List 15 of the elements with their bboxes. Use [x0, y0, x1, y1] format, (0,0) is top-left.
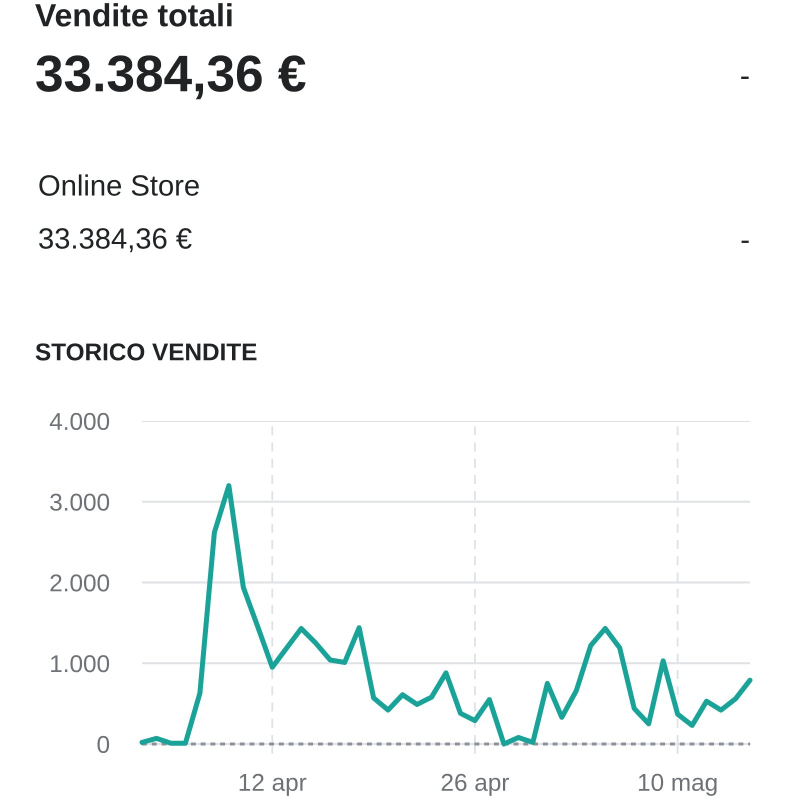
x-tick-label: 26 apr: [442, 774, 510, 796]
x-tick-label: 12 apr: [240, 774, 306, 796]
y-tick-label: 2.000: [50, 574, 110, 592]
y-tick-label: 4.000: [50, 412, 110, 430]
text: 33.384,36 €: [36, 55, 306, 100]
x-tick-label: 10 mag: [638, 774, 717, 796]
text: 33.384,36 €: [39, 228, 192, 252]
text: Online Store: [39, 174, 199, 196]
text: Vendite totali: [35, 3, 232, 27]
y-tick-label: 3.000: [50, 494, 110, 511]
y-tick-label: 1.000: [51, 655, 110, 672]
text: -: [741, 76, 749, 79]
chart-title: STORICO VENDITE: [36, 343, 256, 361]
text: -: [742, 240, 749, 243]
y-tick-label: 0: [97, 736, 110, 754]
